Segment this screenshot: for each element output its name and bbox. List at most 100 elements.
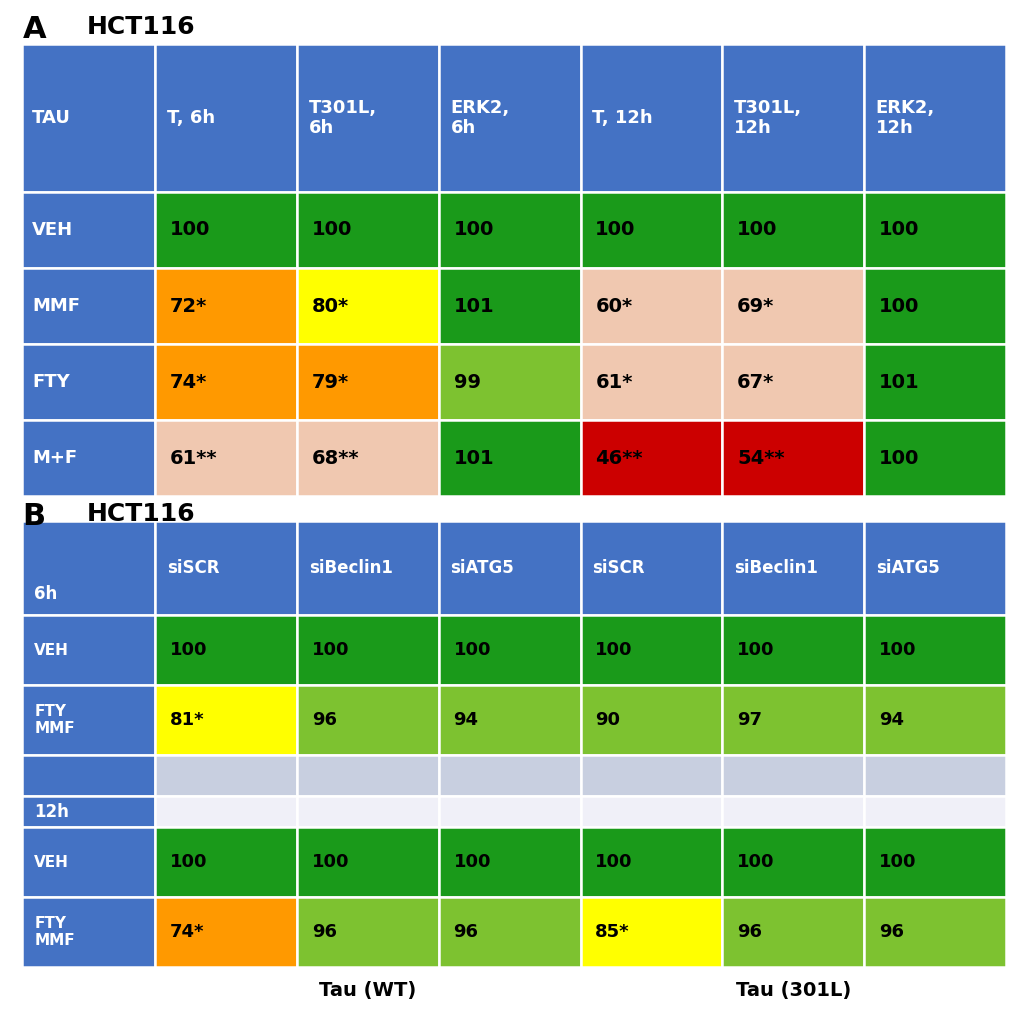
FancyBboxPatch shape <box>155 420 297 497</box>
FancyBboxPatch shape <box>721 45 863 192</box>
FancyBboxPatch shape <box>297 192 438 268</box>
FancyBboxPatch shape <box>863 897 1005 967</box>
Text: 67*: 67* <box>737 373 773 391</box>
FancyBboxPatch shape <box>721 192 863 268</box>
Text: 79*: 79* <box>312 373 348 391</box>
FancyBboxPatch shape <box>155 45 297 192</box>
FancyBboxPatch shape <box>297 827 438 897</box>
Text: A: A <box>22 15 46 45</box>
FancyBboxPatch shape <box>22 420 155 497</box>
Text: 100: 100 <box>312 641 348 659</box>
FancyBboxPatch shape <box>863 827 1005 897</box>
FancyBboxPatch shape <box>155 755 297 796</box>
FancyBboxPatch shape <box>155 897 297 967</box>
Text: 100: 100 <box>737 641 773 659</box>
FancyBboxPatch shape <box>22 615 155 685</box>
Text: 54**: 54** <box>737 449 784 467</box>
FancyBboxPatch shape <box>721 685 863 755</box>
Text: 68**: 68** <box>312 449 359 467</box>
Text: ERK2,
6h: ERK2, 6h <box>450 98 510 138</box>
FancyBboxPatch shape <box>22 268 155 344</box>
Text: 99: 99 <box>453 373 480 391</box>
Text: 96: 96 <box>878 923 903 941</box>
FancyBboxPatch shape <box>863 45 1005 192</box>
Text: 101: 101 <box>453 296 493 315</box>
FancyBboxPatch shape <box>297 420 438 497</box>
FancyBboxPatch shape <box>580 755 721 796</box>
FancyBboxPatch shape <box>721 755 863 796</box>
FancyBboxPatch shape <box>580 192 721 268</box>
FancyBboxPatch shape <box>438 827 580 897</box>
FancyBboxPatch shape <box>22 796 155 827</box>
Text: 100: 100 <box>878 296 918 315</box>
Text: HCT116: HCT116 <box>87 502 195 526</box>
Text: 100: 100 <box>595 220 635 239</box>
Text: 94: 94 <box>878 711 903 729</box>
FancyBboxPatch shape <box>580 521 721 615</box>
Text: FTY: FTY <box>33 373 70 391</box>
FancyBboxPatch shape <box>155 344 297 420</box>
Text: T, 12h: T, 12h <box>592 110 652 127</box>
FancyBboxPatch shape <box>297 755 438 796</box>
FancyBboxPatch shape <box>297 521 438 615</box>
Text: 100: 100 <box>453 641 490 659</box>
FancyBboxPatch shape <box>22 45 155 192</box>
Text: 69*: 69* <box>737 296 773 315</box>
Text: T301L,
12h: T301L, 12h <box>734 98 801 138</box>
FancyBboxPatch shape <box>22 685 155 755</box>
Text: 74*: 74* <box>170 923 205 941</box>
Text: 100: 100 <box>170 220 210 239</box>
Text: T, 6h: T, 6h <box>167 110 215 127</box>
Text: 100: 100 <box>878 853 915 871</box>
Text: 12h: 12h <box>35 803 69 820</box>
FancyBboxPatch shape <box>721 827 863 897</box>
Text: ERK2,
12h: ERK2, 12h <box>875 98 934 138</box>
FancyBboxPatch shape <box>155 796 297 827</box>
Text: VEH: VEH <box>35 855 69 870</box>
FancyBboxPatch shape <box>22 827 155 897</box>
Text: 94: 94 <box>453 711 478 729</box>
Text: siATG5: siATG5 <box>450 560 514 577</box>
Text: 74*: 74* <box>170 373 207 391</box>
FancyBboxPatch shape <box>155 268 297 344</box>
FancyBboxPatch shape <box>721 420 863 497</box>
Text: 100: 100 <box>312 853 348 871</box>
FancyBboxPatch shape <box>438 685 580 755</box>
FancyBboxPatch shape <box>297 268 438 344</box>
FancyBboxPatch shape <box>580 615 721 685</box>
Text: 100: 100 <box>878 220 918 239</box>
Text: T301L,
6h: T301L, 6h <box>309 98 377 138</box>
Text: TAU: TAU <box>33 110 71 127</box>
Text: FTY
MMF: FTY MMF <box>35 704 74 736</box>
Text: 61**: 61** <box>170 449 217 467</box>
FancyBboxPatch shape <box>438 344 580 420</box>
Text: 100: 100 <box>453 220 493 239</box>
Text: 72*: 72* <box>170 296 207 315</box>
FancyBboxPatch shape <box>863 685 1005 755</box>
Text: 100: 100 <box>737 853 773 871</box>
Text: 100: 100 <box>170 853 208 871</box>
Text: 80*: 80* <box>312 296 348 315</box>
Text: 100: 100 <box>737 220 776 239</box>
FancyBboxPatch shape <box>22 192 155 268</box>
Text: Tau (WT): Tau (WT) <box>319 982 416 1001</box>
Text: 100: 100 <box>595 641 632 659</box>
Text: VEH: VEH <box>35 643 69 658</box>
FancyBboxPatch shape <box>863 615 1005 685</box>
Text: siATG5: siATG5 <box>875 560 938 577</box>
Text: siSCR: siSCR <box>592 560 644 577</box>
FancyBboxPatch shape <box>155 521 297 615</box>
Text: 101: 101 <box>453 449 493 467</box>
FancyBboxPatch shape <box>580 420 721 497</box>
FancyBboxPatch shape <box>721 521 863 615</box>
Text: MMF: MMF <box>33 297 81 315</box>
FancyBboxPatch shape <box>297 796 438 827</box>
Text: 85*: 85* <box>595 923 630 941</box>
FancyBboxPatch shape <box>438 615 580 685</box>
FancyBboxPatch shape <box>721 268 863 344</box>
FancyBboxPatch shape <box>580 268 721 344</box>
FancyBboxPatch shape <box>438 796 580 827</box>
Text: Tau (301L): Tau (301L) <box>735 982 850 1001</box>
FancyBboxPatch shape <box>438 420 580 497</box>
FancyBboxPatch shape <box>297 685 438 755</box>
